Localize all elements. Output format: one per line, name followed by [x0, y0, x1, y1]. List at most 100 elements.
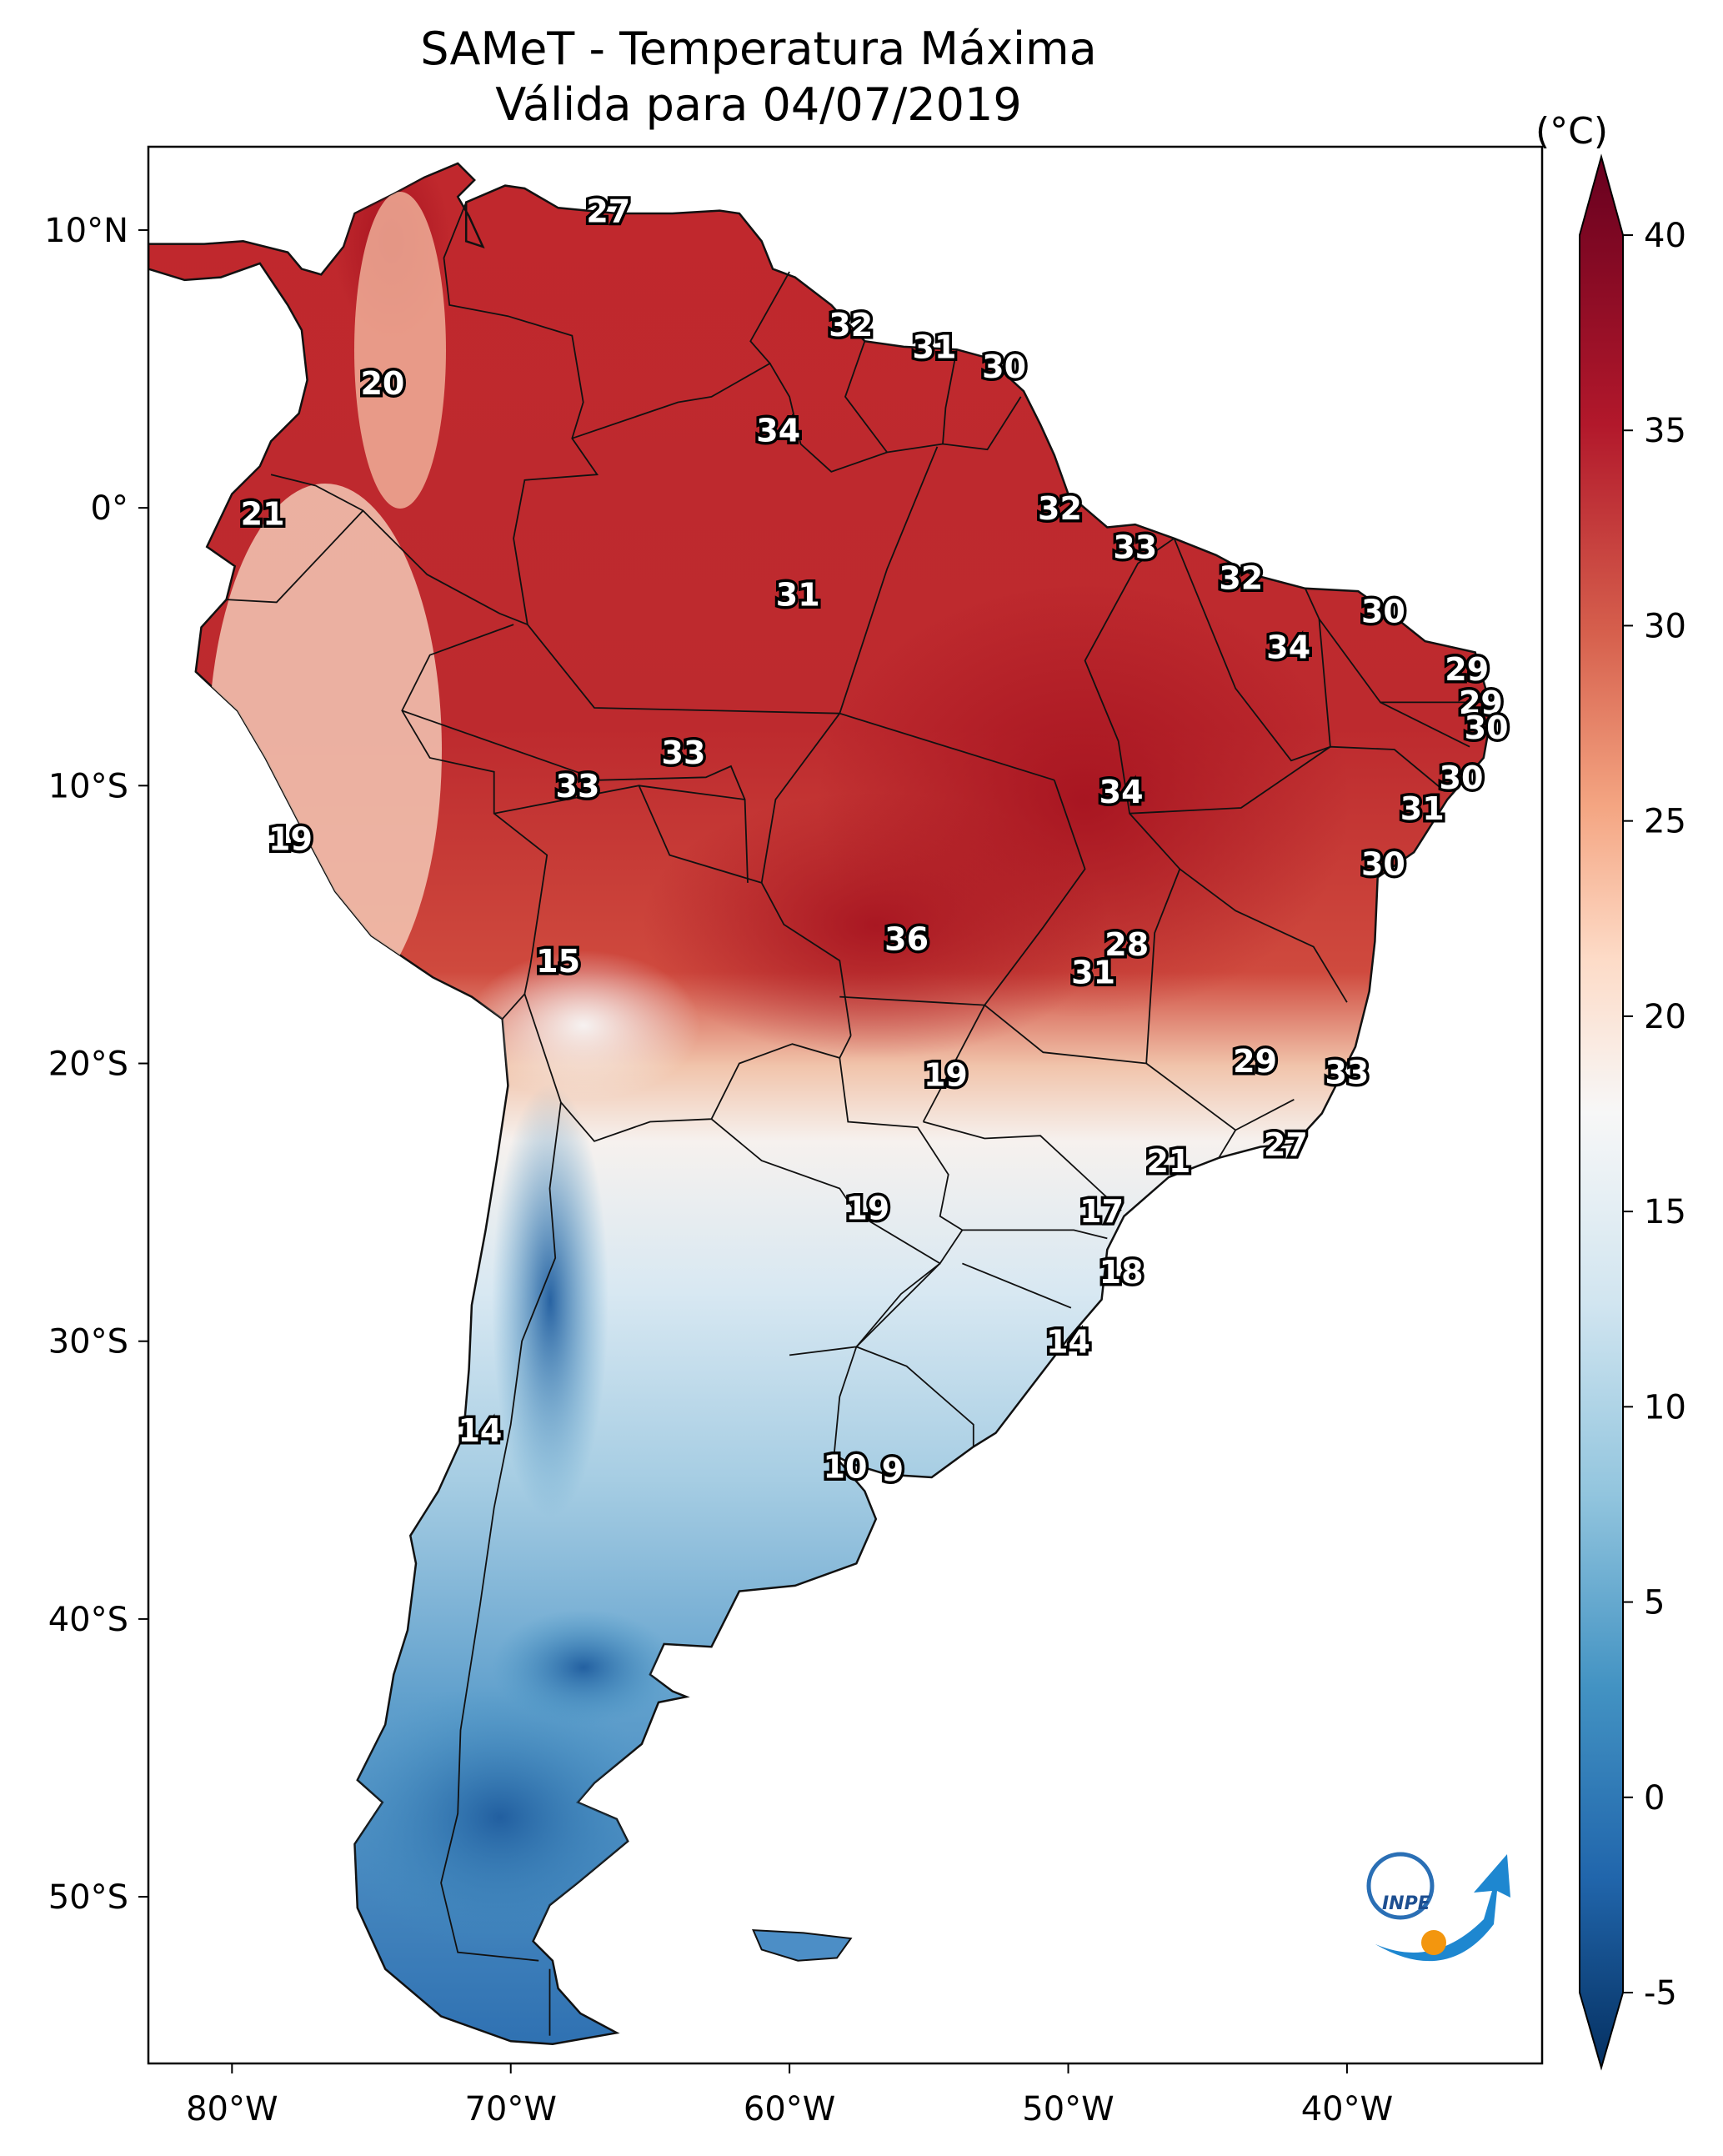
logo-sun-icon [1421, 1930, 1446, 1955]
border-line [760, 713, 841, 884]
temperature-label: 15 [536, 943, 580, 980]
colorbar-gradient [1579, 153, 1624, 2071]
colorbar-tick-label: 5 [1644, 1584, 1665, 1622]
temperature-label: 34 [1099, 774, 1144, 810]
map-frame [147, 145, 1544, 2065]
colorbar-ticks: 40 35 30 25 20 15 10 5 0 -5 [1623, 217, 1686, 2013]
temperature-label: 33 [662, 735, 706, 771]
colorbar-tick-label: 25 [1644, 803, 1686, 841]
border-line [789, 1262, 941, 1356]
temperature-label: 33 [1113, 529, 1157, 566]
colorbar-tick-label: 20 [1644, 998, 1686, 1036]
border-line [856, 1346, 974, 1447]
border-line [599, 765, 749, 883]
temperature-label: 33 [556, 768, 600, 805]
border-line [527, 624, 840, 714]
temperature-label: 29 [1459, 684, 1503, 721]
longitude-tick-label: 80°W [186, 2090, 278, 2128]
border-line [1218, 1130, 1236, 1159]
latitude-tick-label: 10°S [48, 767, 128, 805]
border-line [833, 1346, 858, 1456]
temperature-label: 19 [924, 1057, 968, 1094]
border-line [440, 1102, 562, 1962]
temperature-label: 31 [776, 576, 820, 613]
latitude-tick-label: 50°S [48, 1878, 128, 1917]
temperature-label: 32 [1219, 559, 1263, 596]
colorbar-unit-label: (°C) [1535, 110, 1609, 153]
falkland-islands [752, 1929, 853, 1962]
latitude-tick-label: 30°S [48, 1323, 128, 1361]
border-line [839, 446, 939, 714]
border-line [769, 363, 1022, 473]
temperature-label: 31 [1400, 790, 1445, 827]
border-line [839, 780, 1086, 1006]
longitude-tick-label: 50°W [1022, 2090, 1114, 2128]
border-line [639, 785, 745, 800]
map-title-line-2: Válida para 04/07/2019 [495, 78, 1022, 131]
temperature-label: 30 [982, 348, 1026, 385]
border-line [962, 1229, 1108, 1240]
longitude-tick-label: 40°W [1301, 2090, 1393, 2128]
temperature-label: 34 [756, 413, 800, 449]
logo-ring-icon [1366, 1852, 1435, 1920]
border-line [402, 709, 600, 781]
temperature-label: 36 [884, 920, 929, 957]
inpe-logo: INPE [1366, 1852, 1510, 1962]
temperature-label: 10 [824, 1449, 868, 1486]
temperature-label: 14 [1046, 1324, 1090, 1361]
border-line [942, 349, 958, 444]
temperature-label: 29 [1233, 1043, 1277, 1080]
temperature-label: 28 [1104, 926, 1149, 963]
latitude-tick-label: 40°S [48, 1601, 128, 1639]
latitude-tick-label: 20°S [48, 1045, 128, 1084]
temperature-label: 27 [1264, 1126, 1308, 1163]
colorbar-tick-label: 10 [1644, 1388, 1686, 1426]
temperature-detail [208, 163, 1350, 1951]
temperature-label: 21 [1146, 1143, 1190, 1180]
logo-arrow-icon [1375, 1854, 1510, 1962]
border-line [1179, 868, 1348, 1003]
temperature-label: 30 [1361, 846, 1405, 883]
border-line [270, 202, 599, 626]
temperature-label: 34 [1266, 629, 1310, 666]
border-line [226, 509, 364, 604]
colorbar-tick-label: 30 [1644, 607, 1686, 645]
temperature-label: 19 [268, 821, 313, 858]
temperature-label: 17 [1079, 1193, 1124, 1230]
colorbar-tick-label: -5 [1644, 1974, 1677, 2013]
border-line [855, 1262, 941, 1347]
colorbar-tick-label: 0 [1644, 1779, 1665, 1818]
temperature-label: 18 [1099, 1254, 1144, 1291]
temperature-label: 14 [458, 1412, 502, 1449]
latitude-axis: 10°N 0° 10°S 20°S 30°S 40°S 50°S [44, 212, 148, 1917]
temperature-label: 31 [1071, 954, 1115, 990]
longitude-tick-label: 60°W [744, 2090, 835, 2128]
border-line [1084, 538, 1181, 1064]
temperature-label: 21 [241, 496, 285, 533]
temperature-label: 31 [913, 329, 957, 366]
temperature-label: 19 [845, 1191, 889, 1227]
temperature-label: 32 [1038, 490, 1082, 527]
temperature-label: 27 [586, 193, 630, 230]
latitude-tick-label: 0° [91, 489, 128, 528]
border-line [922, 1005, 985, 1122]
country-state-borders [226, 202, 1490, 2036]
border-line [1380, 701, 1470, 748]
border-line [844, 340, 888, 454]
logo-text: INPE [1382, 1893, 1430, 1914]
temperature-label: 33 [1325, 1054, 1369, 1091]
temperature-label: 30 [1361, 593, 1405, 629]
colorbar-tick-label: 40 [1644, 217, 1686, 255]
colorbar-tick-label: 15 [1644, 1193, 1686, 1231]
temperature-label: 30 [1465, 709, 1509, 746]
map-title-line-1: SAMeT - Temperatura Máxima [420, 23, 1097, 75]
temperature-label: 30 [1440, 760, 1484, 796]
colorbar: 40 35 30 25 20 15 10 5 0 -5 [1579, 153, 1686, 2071]
border-line [923, 1121, 1122, 1211]
temperature-label: 29 [1445, 651, 1489, 688]
latitude-tick-label: 10°N [44, 212, 128, 250]
border-line [1173, 538, 1331, 762]
